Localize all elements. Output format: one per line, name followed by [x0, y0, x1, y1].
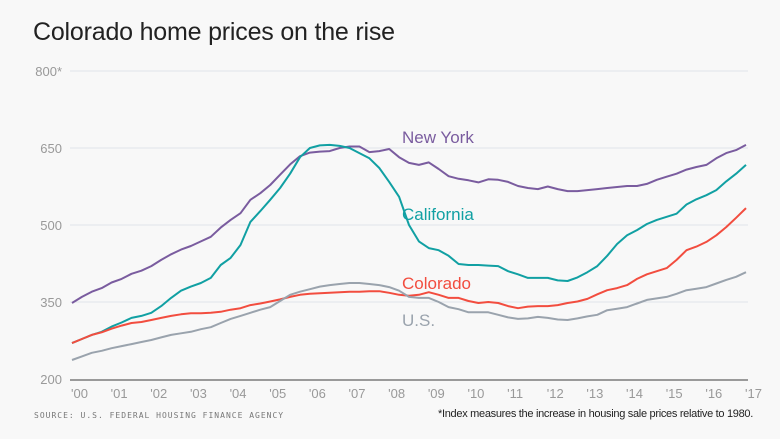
- x-tick-label: '09: [428, 386, 445, 401]
- footnote: *Index measures the increase in housing …: [438, 408, 753, 420]
- series-label: California: [402, 205, 474, 224]
- x-tick-label: '15: [666, 386, 683, 401]
- x-tick-label: '05: [269, 386, 286, 401]
- x-tick-label: '12: [547, 386, 564, 401]
- y-tick-label: 650: [40, 141, 62, 156]
- x-tick-label: '17: [745, 386, 762, 401]
- chart-title: Colorado home prices on the rise: [33, 18, 395, 46]
- x-tick-label: '08: [388, 386, 405, 401]
- y-tick-label: 350: [40, 295, 62, 310]
- x-tick-label: '16: [705, 386, 722, 401]
- x-tick-label: '07: [349, 386, 366, 401]
- y-tick-label: 200: [40, 372, 62, 387]
- x-tick-label: '11: [507, 386, 523, 401]
- x-tick-label: '06: [309, 386, 326, 401]
- series-label: Colorado: [402, 274, 471, 293]
- series-label: New York: [402, 128, 474, 147]
- x-tick-label: '02: [150, 386, 167, 401]
- x-tick-label: '03: [190, 386, 207, 401]
- y-tick-label: 500: [40, 218, 62, 233]
- x-tick-label: '14: [626, 386, 643, 401]
- y-tick-label: 800*: [35, 64, 62, 79]
- series-line-california: [71, 143, 747, 345]
- series-label: U.S.: [402, 311, 435, 330]
- x-tick-label: '04: [230, 386, 247, 401]
- x-tick-label: '10: [467, 386, 484, 401]
- series-line-new-york: [71, 144, 747, 304]
- series-line-u-s: [71, 271, 747, 361]
- x-tick-label: '01: [111, 386, 128, 401]
- x-tick-label: '00: [71, 386, 88, 401]
- x-tick-label: '13: [586, 386, 603, 401]
- source-credit: SOURCE: U.S. FEDERAL HOUSING FINANCE AGE…: [34, 411, 285, 420]
